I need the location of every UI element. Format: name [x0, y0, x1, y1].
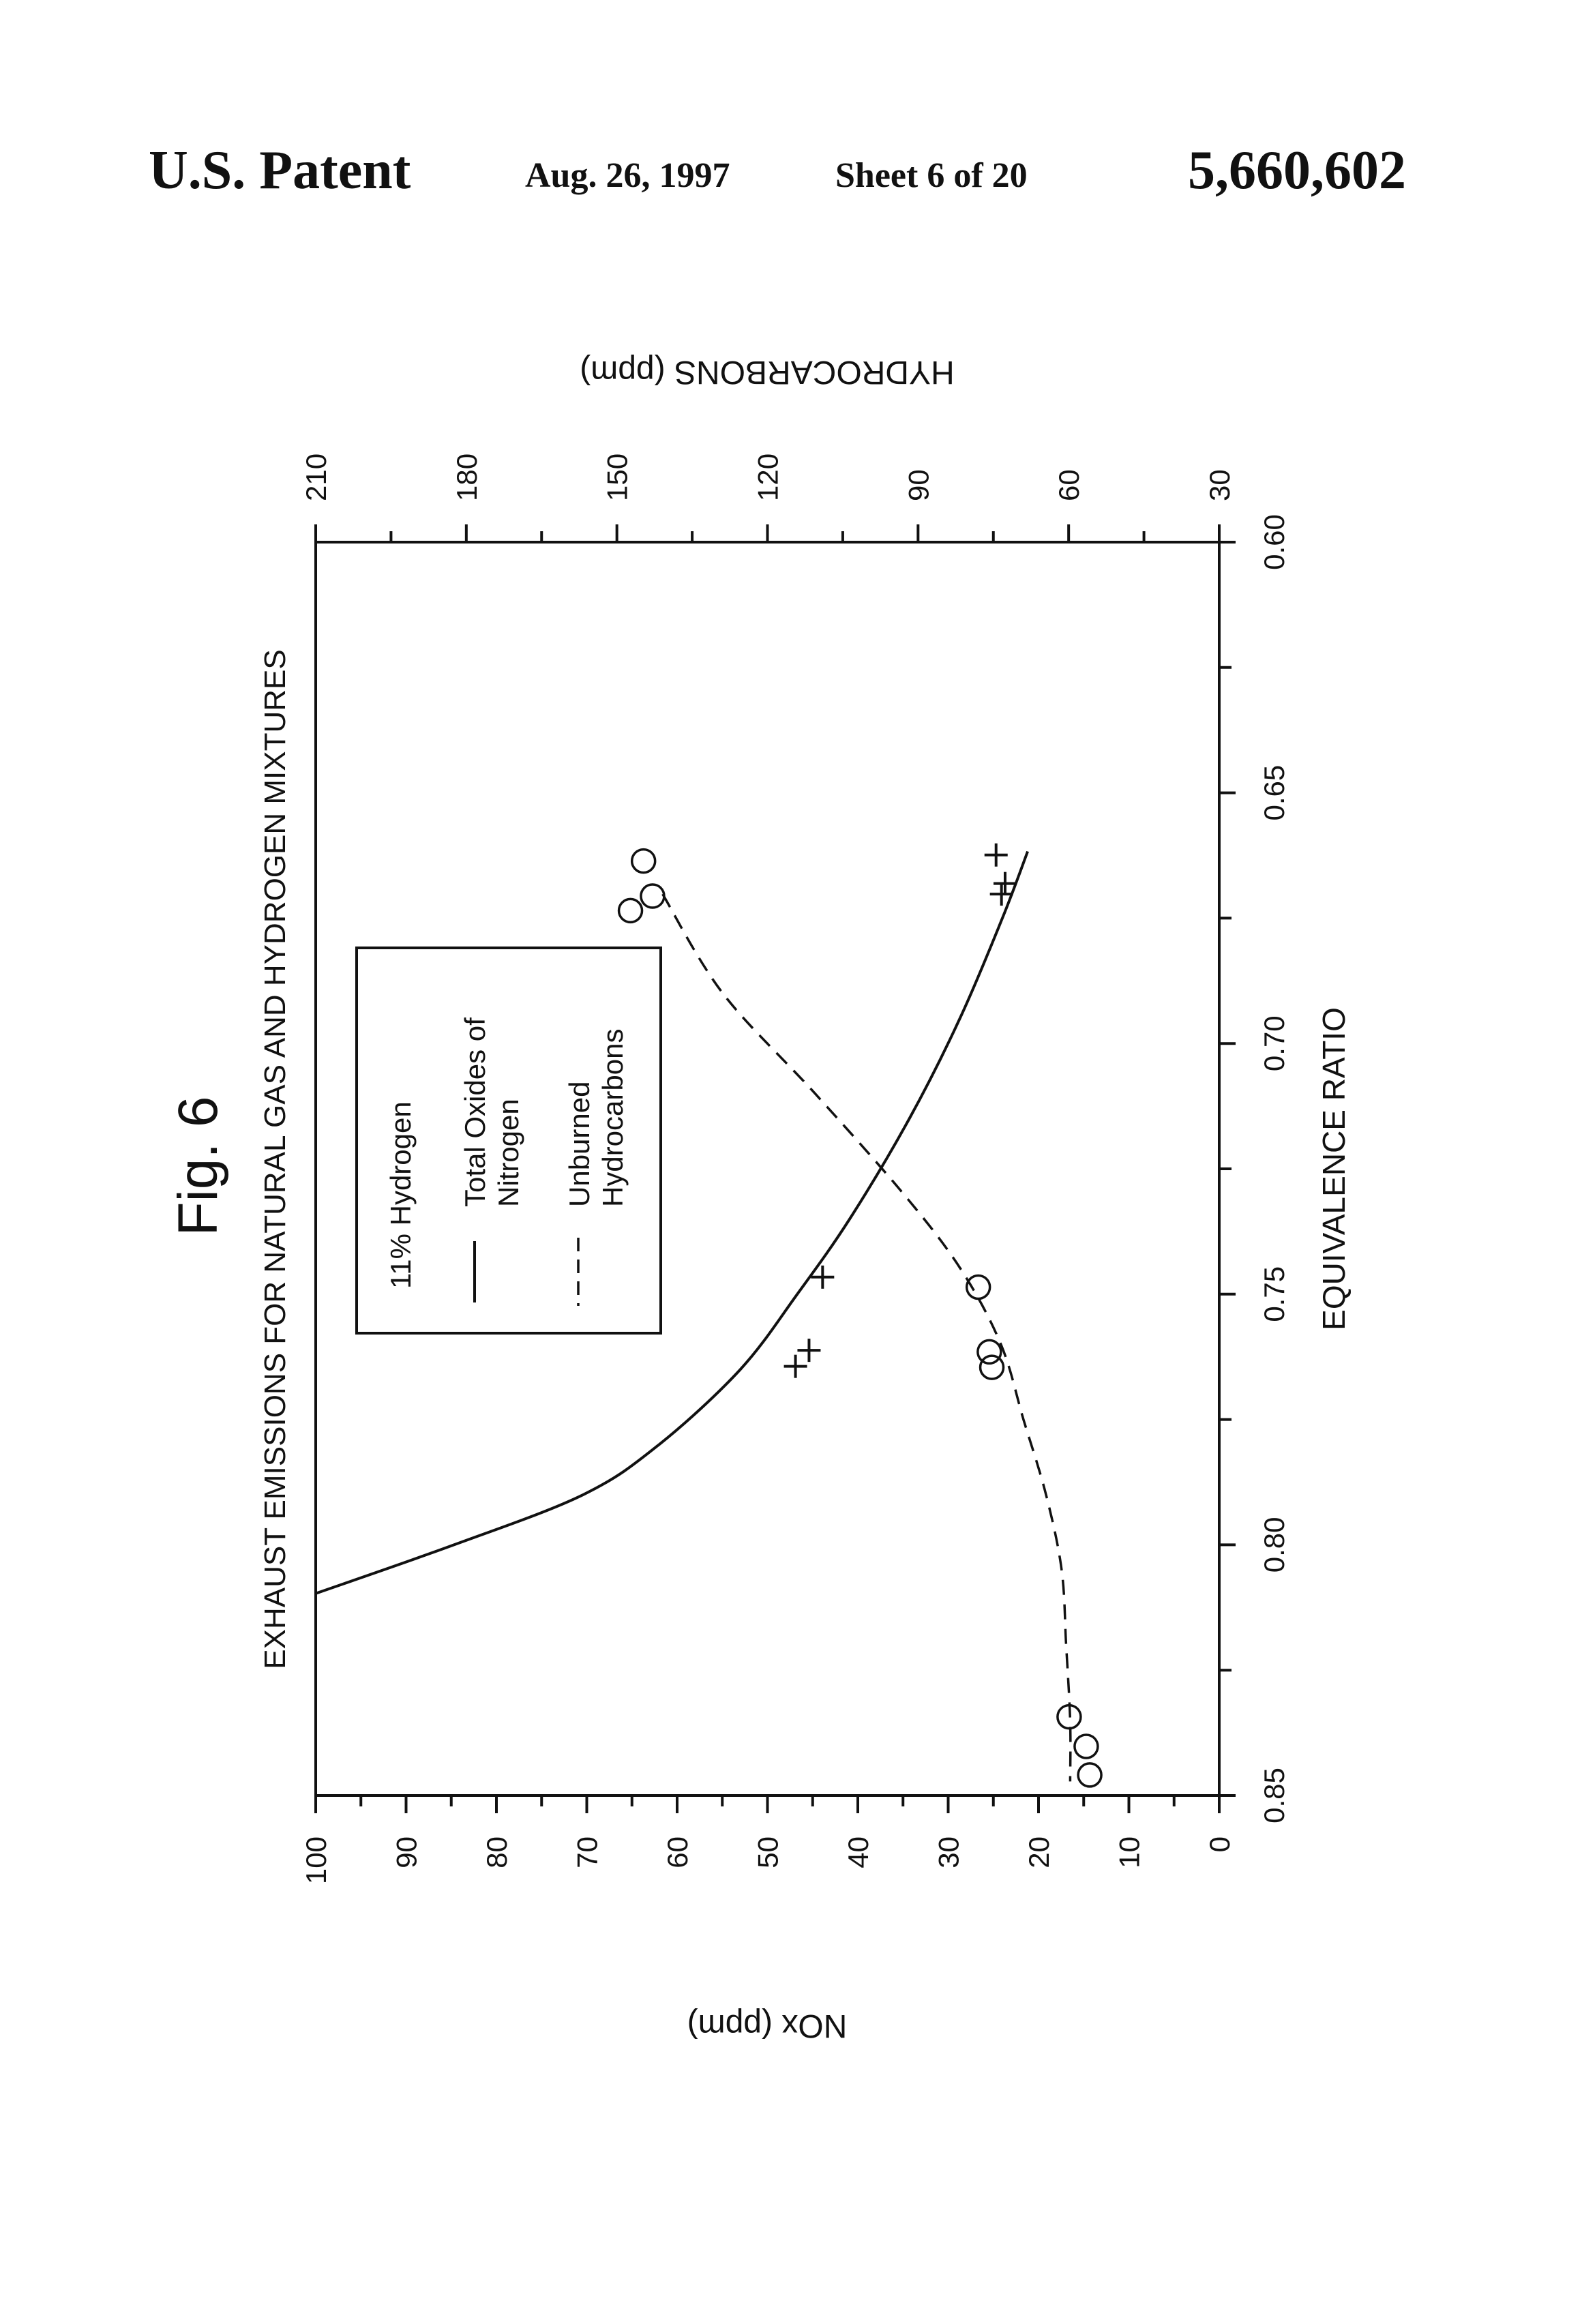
legend: 11% Hydrogen Total Oxides of Nitrogen Un… [357, 948, 661, 1333]
x-tick-label: 0.75 [1258, 1266, 1290, 1322]
hydrocarbon-point [978, 1340, 1001, 1363]
hydrocarbon-point [619, 899, 642, 922]
nox-tick-label: 20 [1023, 1836, 1055, 1868]
nox-tick-label: 50 [752, 1836, 784, 1868]
nox-tick-label: 10 [1114, 1836, 1146, 1868]
hydrocarbon-axis-label: HYDROCARBONS (ppm) [580, 354, 954, 390]
hydrocarbon-tick-label: 210 [300, 453, 332, 501]
nox-tick-label: 80 [481, 1836, 513, 1868]
hydrocarbon-point [967, 1276, 990, 1299]
nox-tick-label: 100 [300, 1836, 332, 1884]
nox-tick-label: 90 [391, 1836, 423, 1868]
legend-item-nox-line2: Nitrogen [492, 1099, 524, 1207]
hydrocarbon-tick-label: 120 [752, 453, 784, 501]
hydrocarbon-tick-label: 60 [1053, 469, 1085, 501]
legend-item-hc-line2: Hydrocarbons [597, 1029, 629, 1207]
hydrocarbon-point [981, 1356, 1004, 1379]
hydrocarbon-tick-label: 150 [601, 453, 633, 501]
x-tick-label: 0.80 [1258, 1517, 1290, 1573]
legend-title: 11% Hydrogen [385, 1101, 417, 1289]
nox-tick-label: 0 [1204, 1836, 1236, 1852]
nox-axis-label: NOx (ppm) [687, 2008, 848, 2044]
chart-title: EXHAUST EMISSIONS FOR NATURAL GAS AND HY… [258, 649, 292, 1669]
nox-tick-label: 60 [661, 1836, 693, 1868]
x-tick-label: 0.70 [1258, 1015, 1290, 1071]
hydrocarbon-tick-label: 90 [902, 469, 934, 501]
x-tick-label: 0.85 [1258, 1768, 1290, 1823]
x-axis-label: EQUIVALENCE RATIO [1316, 1007, 1352, 1330]
hydrocarbon-points [619, 850, 1102, 1787]
hydrocarbon-axis-ticks: 30 60 90 120 150 180 210 [300, 453, 1236, 542]
figure-label: Fig. 6 [167, 1096, 229, 1236]
x-tick-label: 0.60 [1258, 514, 1290, 570]
hydrocarbon-point [1078, 1763, 1101, 1787]
x-tick-label: 0.65 [1258, 765, 1290, 821]
hydrocarbon-point [641, 884, 664, 908]
x-axis-ticks: 0.60 0.65 0.70 0.75 0.80 0.85 [1219, 514, 1290, 1823]
nox-tick-label: 30 [933, 1836, 965, 1868]
hydrocarbon-tick-label: 30 [1204, 469, 1236, 501]
legend-item-hc-line1: Unburned [563, 1082, 595, 1207]
hydrocarbon-curve [663, 894, 1071, 1781]
nox-axis-ticks: 0 10 20 30 40 50 60 70 80 90 100 [300, 1796, 1236, 1884]
hydrocarbon-tick-label: 180 [451, 453, 483, 501]
legend-item-nox-line1: Total Oxides of [459, 1017, 491, 1207]
nox-tick-label: 70 [571, 1836, 603, 1868]
hydrocarbon-point [1075, 1735, 1098, 1758]
hydrocarbon-point [632, 850, 655, 873]
nox-tick-label: 40 [842, 1836, 874, 1868]
